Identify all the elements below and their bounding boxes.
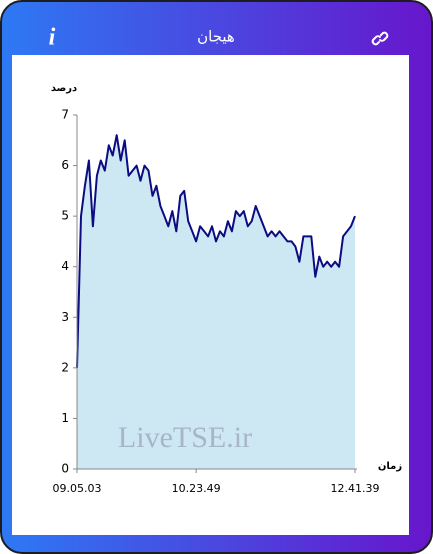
page-title: هیجان [197, 28, 235, 46]
y-tick-label: 4 [61, 259, 69, 273]
x-tick-label: 09.05.03 [53, 482, 102, 495]
y-tick-label: 1 [61, 411, 69, 425]
area [77, 135, 355, 469]
line [76, 134, 356, 368]
x-tick-label: 10.23.49 [172, 482, 221, 495]
y-tick-label: 0 [61, 462, 69, 476]
y-tick-label: 3 [61, 310, 69, 324]
y-tick-label: 5 [61, 209, 69, 223]
watermark: LiveTSE.ir [118, 421, 252, 454]
y-axis-label: درصد [51, 83, 77, 94]
y-tick-label: 6 [61, 158, 69, 172]
y-tick-label: 7 [61, 108, 69, 122]
x-tick-label: 12.41.39 [331, 482, 380, 495]
y-tick-label: 2 [61, 360, 69, 374]
x-axis-label: زمان [378, 461, 402, 472]
link-icon [371, 35, 381, 46]
link-button[interactable] [371, 31, 389, 46]
link-icon [379, 31, 389, 42]
info-button[interactable]: i [49, 25, 56, 51]
